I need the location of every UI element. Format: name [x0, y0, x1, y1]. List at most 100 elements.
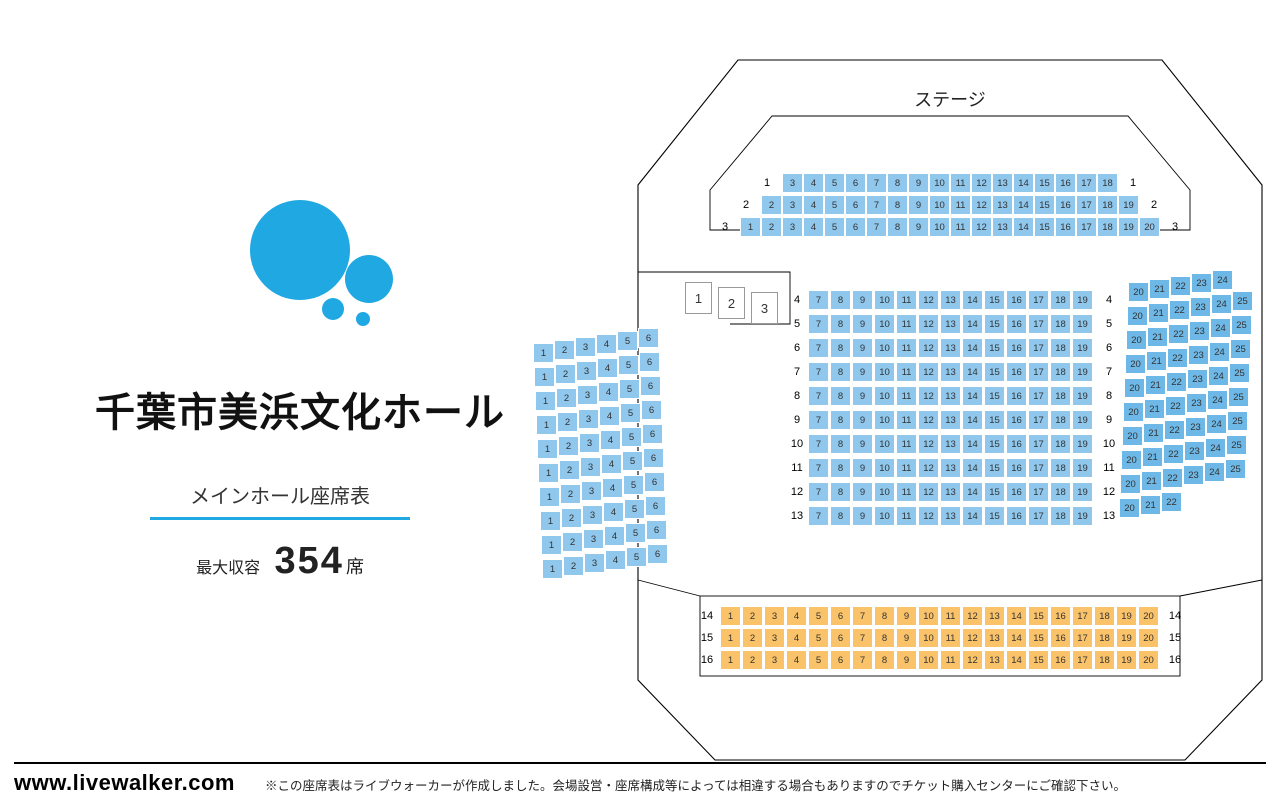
- seat[interactable]: 3: [577, 385, 598, 405]
- seat[interactable]: 12: [918, 482, 939, 502]
- seat[interactable]: 3: [764, 650, 785, 670]
- seat[interactable]: 2: [563, 556, 584, 576]
- seat[interactable]: 7: [808, 290, 829, 310]
- seat[interactable]: 14: [1013, 217, 1034, 237]
- seat[interactable]: 18: [1097, 217, 1118, 237]
- seat[interactable]: 15: [984, 338, 1005, 358]
- seat[interactable]: 9: [852, 434, 873, 454]
- seat[interactable]: 9: [852, 338, 873, 358]
- seat[interactable]: 18: [1050, 314, 1071, 334]
- seat[interactable]: 16: [1050, 650, 1071, 670]
- seat[interactable]: 17: [1028, 458, 1049, 478]
- seat[interactable]: 11: [940, 606, 961, 626]
- seat[interactable]: 17: [1028, 338, 1049, 358]
- seat[interactable]: 7: [808, 410, 829, 430]
- seat[interactable]: 15: [1034, 217, 1055, 237]
- seat[interactable]: 6: [647, 544, 668, 564]
- seat[interactable]: 9: [908, 173, 929, 193]
- seat[interactable]: 4: [786, 606, 807, 626]
- seat[interactable]: 8: [830, 458, 851, 478]
- seat[interactable]: 24: [1211, 294, 1232, 314]
- seat[interactable]: 12: [918, 458, 939, 478]
- seat[interactable]: 20: [1124, 378, 1145, 398]
- seat[interactable]: 22: [1169, 300, 1190, 320]
- seat[interactable]: 23: [1184, 441, 1205, 461]
- seat[interactable]: 25: [1226, 435, 1247, 455]
- seat[interactable]: 7: [808, 506, 829, 526]
- seat[interactable]: 15: [984, 410, 1005, 430]
- seat[interactable]: 17: [1076, 195, 1097, 215]
- seat[interactable]: 2: [718, 287, 745, 319]
- seat[interactable]: 17: [1028, 290, 1049, 310]
- seat[interactable]: 18: [1050, 410, 1071, 430]
- seat[interactable]: 8: [830, 386, 851, 406]
- seat[interactable]: 8: [830, 314, 851, 334]
- seat[interactable]: 3: [575, 337, 596, 357]
- seat[interactable]: 20: [1119, 498, 1140, 518]
- seat[interactable]: 17: [1028, 362, 1049, 382]
- seat[interactable]: 23: [1189, 321, 1210, 341]
- seat[interactable]: 14: [1006, 628, 1027, 648]
- seat[interactable]: 11: [896, 410, 917, 430]
- seat[interactable]: 6: [643, 448, 664, 468]
- seat[interactable]: 5: [620, 403, 641, 423]
- seat[interactable]: 13: [940, 338, 961, 358]
- seat[interactable]: 7: [852, 606, 873, 626]
- seat[interactable]: 11: [896, 338, 917, 358]
- seat[interactable]: 21: [1148, 303, 1169, 323]
- seat[interactable]: 18: [1050, 386, 1071, 406]
- seat[interactable]: 14: [962, 410, 983, 430]
- seat[interactable]: 19: [1072, 434, 1093, 454]
- seat[interactable]: 23: [1185, 417, 1206, 437]
- seat[interactable]: 25: [1230, 339, 1251, 359]
- seat[interactable]: 5: [824, 195, 845, 215]
- seat[interactable]: 16: [1055, 217, 1076, 237]
- seat[interactable]: 13: [940, 434, 961, 454]
- seat[interactable]: 10: [874, 338, 895, 358]
- seat[interactable]: 5: [824, 173, 845, 193]
- seat[interactable]: 10: [874, 362, 895, 382]
- seat[interactable]: 19: [1072, 506, 1093, 526]
- seat[interactable]: 8: [830, 362, 851, 382]
- seat[interactable]: 22: [1163, 444, 1184, 464]
- seat[interactable]: 2: [557, 412, 578, 432]
- seat[interactable]: 21: [1143, 423, 1164, 443]
- seat[interactable]: 8: [830, 410, 851, 430]
- seat[interactable]: 10: [874, 434, 895, 454]
- seat[interactable]: 11: [896, 458, 917, 478]
- seat[interactable]: 12: [971, 173, 992, 193]
- seat[interactable]: 18: [1050, 362, 1071, 382]
- seat[interactable]: 5: [621, 427, 642, 447]
- seat[interactable]: 14: [1006, 606, 1027, 626]
- seat[interactable]: 3: [782, 217, 803, 237]
- seat[interactable]: 13: [984, 650, 1005, 670]
- seat[interactable]: 11: [896, 506, 917, 526]
- seat[interactable]: 16: [1006, 386, 1027, 406]
- seat[interactable]: 8: [887, 195, 908, 215]
- seat[interactable]: 11: [896, 386, 917, 406]
- seat[interactable]: 7: [808, 362, 829, 382]
- seat[interactable]: 20: [1138, 606, 1159, 626]
- seat[interactable]: 19: [1072, 482, 1093, 502]
- seat[interactable]: 10: [874, 482, 895, 502]
- seat[interactable]: 21: [1147, 327, 1168, 347]
- seat[interactable]: 6: [641, 400, 662, 420]
- seat[interactable]: 17: [1072, 606, 1093, 626]
- seat[interactable]: 24: [1205, 438, 1226, 458]
- seat[interactable]: 15: [984, 458, 1005, 478]
- seat[interactable]: 19: [1072, 386, 1093, 406]
- seat[interactable]: 1: [539, 487, 560, 507]
- seat[interactable]: 11: [940, 650, 961, 670]
- seat[interactable]: 8: [887, 173, 908, 193]
- seat[interactable]: 20: [1139, 217, 1160, 237]
- seat[interactable]: 4: [597, 358, 618, 378]
- seat[interactable]: 18: [1050, 434, 1071, 454]
- seat[interactable]: 16: [1050, 606, 1071, 626]
- seat[interactable]: 18: [1050, 506, 1071, 526]
- seat[interactable]: 22: [1168, 324, 1189, 344]
- seat[interactable]: 19: [1118, 217, 1139, 237]
- seat[interactable]: 22: [1165, 396, 1186, 416]
- seat[interactable]: 15: [984, 314, 1005, 334]
- seat[interactable]: 22: [1164, 420, 1185, 440]
- seat[interactable]: 7: [852, 628, 873, 648]
